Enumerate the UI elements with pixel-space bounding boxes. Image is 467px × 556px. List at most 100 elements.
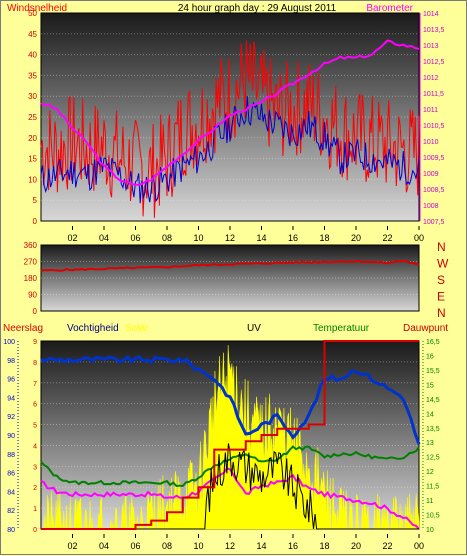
x-tick-label-top-14: 14 bbox=[256, 233, 266, 243]
rain-axis-title: Neerslag bbox=[3, 323, 43, 334]
barometer-tick-label: 1008,5 bbox=[423, 187, 445, 194]
humidity-tick-label: 92 bbox=[7, 414, 15, 421]
uv-tick-label: 4 bbox=[33, 443, 37, 450]
temperature-tick-label: 16,5 bbox=[426, 339, 440, 346]
wind-direction-series bbox=[40, 259, 420, 272]
dewpoint-series bbox=[40, 467, 420, 530]
temperature-tick-label: 15,5 bbox=[426, 368, 440, 375]
x-tick-label-top-20: 20 bbox=[351, 233, 361, 243]
direction-tick-label: 360 bbox=[24, 241, 38, 250]
compass-label-N: N bbox=[437, 240, 446, 254]
humidity-tick-label: 82 bbox=[7, 508, 15, 515]
barometer-tick-label: 1014 bbox=[423, 11, 439, 18]
direction-tick-label: 180 bbox=[24, 274, 38, 283]
barometer-tick-label: 1009,5 bbox=[423, 155, 445, 162]
uv-tick-label: 8 bbox=[33, 360, 37, 367]
barometer-tick-label: 1008 bbox=[423, 203, 439, 210]
temperature-tick-label: 13 bbox=[426, 440, 434, 447]
temperature-tick-label: 16 bbox=[426, 353, 434, 360]
uv-tick-label: 5 bbox=[33, 423, 37, 430]
temperature-tick-label: 10,5 bbox=[426, 513, 440, 520]
temperature-tick-label: 11,5 bbox=[426, 484, 439, 491]
barometer-tick-label: 1009 bbox=[423, 171, 439, 178]
direction-tick-label: 270 bbox=[24, 258, 38, 267]
barometer-tick-label: 1007,5 bbox=[423, 219, 445, 226]
humidity-tick-label: 96 bbox=[7, 377, 15, 384]
x-tick-label-top-00: 00 bbox=[414, 233, 424, 243]
x-tick-label-top-22: 22 bbox=[382, 233, 392, 243]
humidity-tick-label: 94 bbox=[7, 395, 15, 402]
chart-title: 24 hour graph day : 29 August 2011 bbox=[178, 3, 337, 14]
humidity-series bbox=[40, 354, 421, 445]
temperature-tick-label: 14,5 bbox=[426, 397, 440, 404]
wind-tick-label: 25 bbox=[28, 113, 37, 122]
wind-tick-label: 30 bbox=[28, 92, 37, 101]
compass-label-S: S bbox=[437, 273, 445, 287]
x-tick-label-bottom-20: 20 bbox=[351, 541, 361, 551]
rainfall-series bbox=[41, 340, 419, 530]
direction-plot-area bbox=[40, 244, 420, 312]
x-tick-label-bottom-02: 02 bbox=[67, 541, 77, 551]
compass-label-W: W bbox=[437, 257, 449, 271]
temperature-tick-label: 13,5 bbox=[426, 426, 440, 433]
barometer-tick-label: 1012 bbox=[423, 75, 439, 82]
dewpoint-axis-title: Dauwpunt bbox=[403, 323, 448, 334]
humidity-tick-label: 98 bbox=[7, 358, 15, 365]
uv-tick-label: 9 bbox=[33, 339, 37, 346]
barometer-tick-label: 1012,5 bbox=[423, 59, 445, 66]
uv-tick-label: 7 bbox=[33, 381, 37, 388]
wind-tick-label: 35 bbox=[28, 71, 37, 80]
uv-tick-label: 6 bbox=[33, 402, 37, 409]
barometer-series bbox=[40, 39, 420, 186]
x-tick-label-bottom-12: 12 bbox=[225, 541, 235, 551]
temperature-tick-label: 15 bbox=[426, 382, 434, 389]
wind-gust-series bbox=[40, 96, 420, 204]
humidity-tick-label: 86 bbox=[7, 471, 15, 478]
wind-tick-label: 20 bbox=[28, 134, 37, 143]
x-tick-label-bottom-14: 14 bbox=[256, 541, 266, 551]
x-tick-label-bottom-00: 00 bbox=[414, 541, 424, 551]
humidity-axis-title: Vochtigheid bbox=[67, 323, 119, 334]
x-tick-label-bottom-04: 04 bbox=[99, 541, 109, 551]
x-tick-label-bottom-06: 06 bbox=[130, 541, 140, 551]
temperature-tick-label: 10 bbox=[426, 527, 434, 534]
barometer-tick-label: 1011,5 bbox=[423, 91, 444, 98]
x-tick-label-bottom-18: 18 bbox=[319, 541, 329, 551]
barometer-tick-label: 1011 bbox=[423, 107, 438, 114]
x-tick-label-top-10: 10 bbox=[193, 233, 203, 243]
temperature-tick-label: 12,5 bbox=[426, 455, 440, 462]
wind-tick-label: 15 bbox=[28, 155, 37, 164]
compass-label-N: N bbox=[437, 306, 446, 320]
humidity-tick-label: 90 bbox=[7, 433, 15, 440]
x-tick-label-top-02: 02 bbox=[67, 233, 77, 243]
barometer-tick-label: 1010,5 bbox=[423, 123, 445, 130]
barometer-tick-label: 1013,5 bbox=[423, 27, 445, 34]
wind-tick-label: 40 bbox=[28, 51, 37, 60]
x-tick-label-top-06: 06 bbox=[130, 233, 140, 243]
wind-tick-label: 10 bbox=[28, 175, 37, 184]
humidity-tick-label: 84 bbox=[7, 489, 15, 496]
uv-tick-label: 2 bbox=[33, 485, 37, 492]
wind-tick-label: 0 bbox=[33, 217, 38, 226]
x-tick-label-top-16: 16 bbox=[288, 233, 298, 243]
x-tick-label-top-18: 18 bbox=[319, 233, 329, 243]
x-tick-label-bottom-08: 08 bbox=[162, 541, 172, 551]
x-tick-label-top-04: 04 bbox=[99, 233, 109, 243]
uv-axis-title: UV bbox=[247, 323, 261, 334]
temperature-axis-title: Temperatuur bbox=[313, 323, 370, 334]
wind-tick-label: 5 bbox=[33, 196, 38, 205]
x-tick-label-bottom-10: 10 bbox=[193, 541, 203, 551]
uv-tick-label: 0 bbox=[33, 527, 37, 534]
humidity-tick-label: 88 bbox=[7, 452, 15, 459]
temperature-tick-label: 12 bbox=[426, 469, 434, 476]
temperature-tick-label: 11 bbox=[426, 498, 433, 505]
uv-tick-label: 3 bbox=[33, 464, 37, 471]
wind-tick-label: 45 bbox=[28, 30, 37, 39]
x-tick-label-bottom-22: 22 bbox=[382, 541, 392, 551]
wind-tick-label: 50 bbox=[28, 9, 37, 18]
uv-tick-label: 1 bbox=[33, 506, 37, 513]
x-tick-label-top-12: 12 bbox=[225, 233, 235, 243]
temperature-tick-label: 14 bbox=[426, 411, 434, 418]
